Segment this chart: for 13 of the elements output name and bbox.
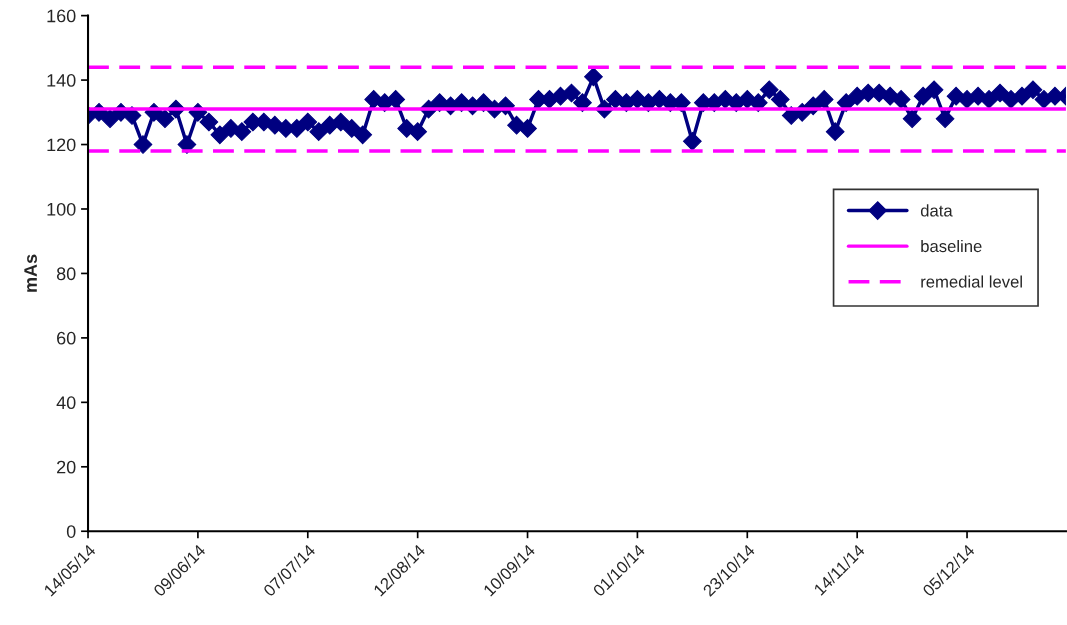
y-tick-label: 160 bbox=[47, 9, 76, 23]
y-tick-label: 0 bbox=[66, 525, 76, 538]
y-tick-label: 20 bbox=[57, 460, 76, 474]
legend-label: data bbox=[920, 204, 953, 217]
legend-label: baseline bbox=[921, 239, 982, 253]
y-tick-label: 80 bbox=[56, 267, 76, 281]
legend-label: remedial level bbox=[921, 275, 1022, 288]
y-tick-label: 40 bbox=[56, 396, 76, 410]
y-tick-label: 60 bbox=[57, 331, 76, 345]
y-tick-label: 100 bbox=[47, 202, 76, 216]
y-axis-title: mAs bbox=[24, 254, 37, 292]
y-tick-label: 120 bbox=[47, 138, 76, 152]
y-tick-label: 140 bbox=[47, 74, 76, 87]
